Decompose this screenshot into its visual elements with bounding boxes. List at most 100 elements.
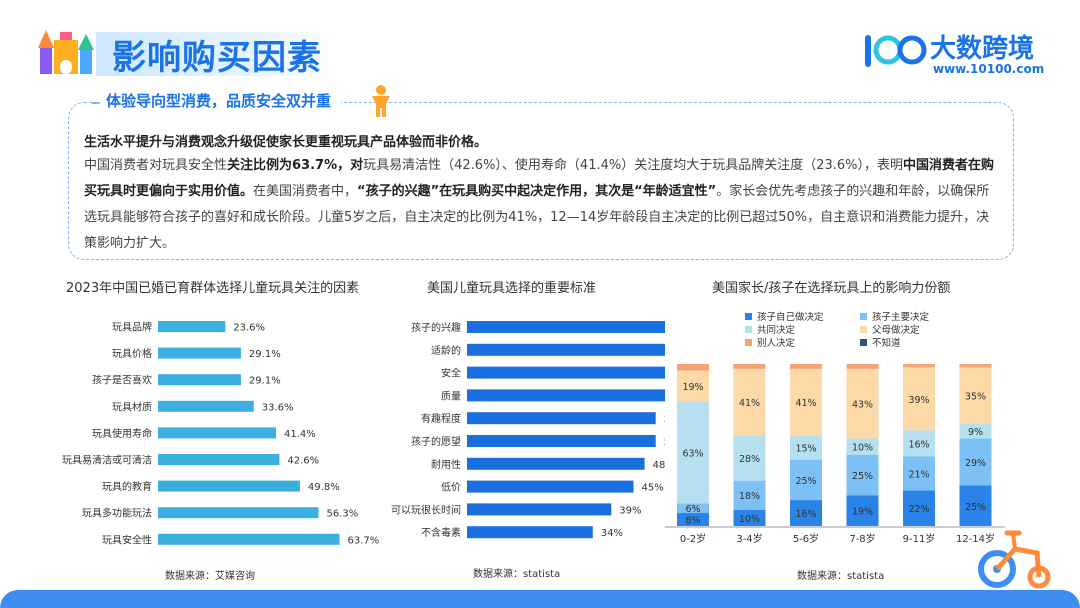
bar	[467, 503, 612, 516]
summary-box	[68, 102, 1014, 260]
legend-swatch	[860, 339, 867, 346]
chart3-title: 美国家长/孩子在选择玩具上的影响力份额	[712, 281, 951, 296]
category-label: 3-4岁	[736, 532, 762, 545]
chart1-source: 数据来源：艾媒咨询	[165, 571, 255, 582]
segment-label: 63%	[682, 448, 703, 459]
stack-segment	[677, 503, 709, 514]
stack-segment	[903, 367, 935, 431]
segment-label: 41%	[795, 398, 816, 409]
summary-body: 中国消费者对玩具安全性关注比例为63.7%，对玩具易清洁性（42.6%）、使用寿…	[84, 153, 1000, 257]
segment-label: 10%	[739, 514, 760, 525]
stack-segment	[959, 423, 992, 439]
category-label: 孩子是否喜欢	[92, 374, 152, 387]
category-label: 耐用性	[431, 458, 461, 471]
data-label: 49.8%	[308, 482, 340, 493]
category-label: 玩具易清洁或可清洁	[62, 454, 152, 467]
stack-segment	[677, 370, 709, 402]
stack-segment	[790, 435, 822, 460]
stack-segment	[959, 485, 992, 526]
summary-lead: 生活水平提升与消费观念升级促使家长更重视玩具产品体验而非价格。	[84, 135, 488, 150]
tricycle-icon	[978, 530, 1051, 589]
chart2-title: 美国儿童玩具选择的重要标准	[427, 281, 597, 296]
data-label: 56.3%	[326, 509, 358, 520]
logo-name: 大数跨境	[930, 34, 1035, 64]
bar	[467, 366, 665, 379]
segment-label: 19%	[682, 382, 703, 393]
segment-label: 8%	[685, 516, 700, 527]
summary-p6: “孩子的兴趣”在玩具购买中起决定作用，其次是“年龄适宜性”	[357, 184, 717, 199]
segment-label: 19%	[852, 507, 873, 518]
summary-tag: 体验导向型消费，品质安全双并重	[91, 90, 342, 111]
segment-label: 25%	[795, 476, 816, 487]
category-label: 7-8岁	[849, 532, 875, 545]
category-label: 玩具使用寿命	[92, 427, 152, 440]
summary-p4: 中国消费者在购买玩具时更偏向于实用价值。	[84, 158, 995, 199]
data-label: 33.6%	[262, 402, 294, 413]
category-label: 玩具材质	[112, 400, 152, 413]
legend-label: 孩子自己做决定	[757, 311, 824, 323]
stack-segment	[903, 364, 935, 368]
segment-label: 25%	[965, 502, 986, 513]
footer-bar	[0, 590, 1080, 608]
castle-icon	[38, 30, 94, 74]
data-label: 41.4%	[284, 429, 316, 440]
stack-segment	[903, 430, 935, 457]
data-label: 51%	[664, 437, 665, 448]
category-label: 安全	[441, 367, 461, 380]
legend-label: 别人决定	[757, 337, 796, 349]
category-label: 有趣程度	[421, 412, 461, 425]
stack-segment	[959, 367, 992, 424]
chart2-source: 数据来源：statista	[473, 569, 561, 580]
category-label: 玩具安全性	[102, 533, 152, 546]
page-title: 影响购买因素	[112, 38, 322, 78]
bar	[467, 480, 634, 493]
segment-label: 6%	[685, 504, 700, 515]
data-label: 45%	[642, 483, 664, 494]
bar	[467, 412, 656, 425]
category-label: 玩具多功能玩法	[82, 507, 152, 520]
stack-segment	[677, 513, 709, 526]
segment-label: 29%	[965, 458, 986, 469]
stack-segment	[846, 495, 879, 526]
bar	[158, 507, 319, 519]
data-label: 42.6%	[287, 456, 319, 467]
bar	[467, 343, 665, 356]
stack-segment	[733, 364, 766, 369]
stack-segment	[790, 364, 822, 369]
bar	[158, 480, 300, 492]
stack-segment	[733, 435, 766, 481]
bar	[158, 427, 276, 439]
segment-label: 43%	[852, 400, 873, 411]
title-band	[96, 32, 336, 76]
category-label: 不含毒素	[421, 526, 461, 539]
chart3-source: 数据来源：statista	[797, 571, 885, 582]
child-icon	[372, 85, 390, 117]
logo-url: www.10100.com	[933, 62, 1045, 76]
data-label: 51%	[664, 414, 665, 425]
legend-swatch	[745, 339, 752, 346]
bar	[158, 454, 280, 465]
legend-swatch	[745, 313, 752, 320]
header: 影响购买因素 大数跨境 www.10100.com	[0, 0, 1080, 90]
category-label: 玩具品牌	[112, 321, 152, 334]
legend-label: 不知道	[872, 337, 901, 349]
data-label: 34%	[601, 528, 623, 539]
stack-segment	[959, 438, 992, 486]
chart1-title: 2023年中国已婚已育群体选择儿童玩具关注的因素	[66, 281, 360, 296]
bar	[467, 321, 665, 333]
data-label: 29.1%	[249, 376, 281, 387]
legend-swatch	[860, 326, 867, 333]
segment-label: 16%	[795, 509, 816, 520]
bar	[467, 389, 665, 402]
category-label: 低价	[441, 481, 461, 494]
stack-segment	[733, 368, 766, 436]
bar	[158, 347, 241, 359]
stack-segment	[846, 368, 879, 439]
chart1-svg: 玩具品牌 23.6% 玩具价格 29.1% 孩子是否喜欢 29.1% 玩具材质 33.6% 玩具…	[62, 321, 379, 547]
summary-p7: 。家长会优先考虑孩子的兴趣和年龄，以确保所选玩具能够符合孩子的喜好和成长阶段。儿…	[84, 184, 990, 251]
summary-p2: 关注比例为63.7%，对	[227, 158, 364, 173]
bar	[467, 457, 645, 470]
stack-segment	[846, 438, 879, 455]
category-label: 孩子的愿望	[411, 435, 461, 448]
